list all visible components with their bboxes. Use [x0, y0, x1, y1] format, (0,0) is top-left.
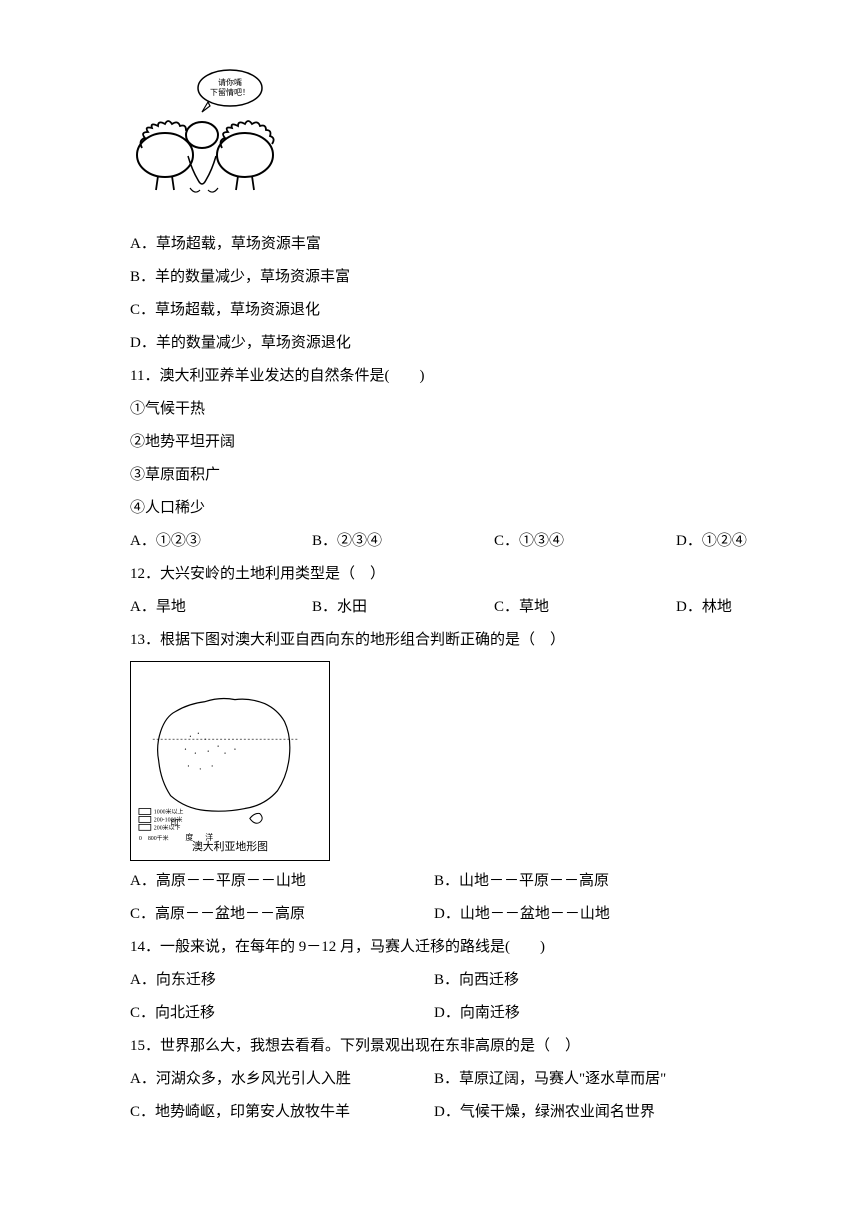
- australia-map-image: 澳大利亚地形图 印 度 洋 1000米以上 200-1000米 200米以下 0…: [130, 661, 330, 861]
- q12-option-d: D．林地: [676, 591, 732, 624]
- svg-text:下留情吧！: 下留情吧！: [210, 87, 250, 97]
- q14-options-row1: A．向东迁移 B．向西迁移: [130, 964, 730, 997]
- q15-option-d: D．气候干燥，绿洲农业闻名世界: [434, 1096, 730, 1129]
- q14-option-c: C．向北迁移: [130, 997, 434, 1030]
- q15-options-row2: C．地势崎岖，印第安人放牧牛羊 D．气候干燥，绿洲农业闻名世界: [130, 1096, 730, 1129]
- cartoon-sheep-image: 请你嘴 下留情吧！: [130, 60, 285, 220]
- q14-option-b: B．向西迁移: [434, 964, 730, 997]
- q10-option-c: C．草场超载，草场资源退化: [130, 294, 730, 327]
- svg-text:1000米以上: 1000米以上: [154, 807, 184, 815]
- q13-option-a: A．高原－－平原－－山地: [130, 865, 434, 898]
- q10-option-b: B．羊的数量减少，草场资源丰富: [130, 261, 730, 294]
- svg-text:澳大利亚地形图: 澳大利亚地形图: [192, 839, 268, 853]
- q11-cond-3: ③草原面积广: [130, 459, 730, 492]
- q14-option-d: D．向南迁移: [434, 997, 730, 1030]
- q11-cond-2: ②地势平坦开阔: [130, 426, 730, 459]
- q13-options-row2: C．高原－－盆地－－高原 D．山地－－盆地－－山地: [130, 898, 730, 931]
- q14-stem: 14．一般来说，在每年的 9－12 月，马赛人迁移的路线是( ): [130, 931, 730, 964]
- svg-text:200米以下: 200米以下: [154, 823, 181, 831]
- q12-option-c: C．草地: [494, 591, 676, 624]
- q14-options-row2: C．向北迁移 D．向南迁移: [130, 997, 730, 1030]
- q11-stem: 11．澳大利亚养羊业发达的自然条件是( ): [130, 360, 730, 393]
- svg-text:200-1000米: 200-1000米: [154, 815, 183, 823]
- q12-option-a: A．旱地: [130, 591, 312, 624]
- q10-option-a: A．草场超载，草场资源丰富: [130, 228, 730, 261]
- svg-text:洋: 洋: [205, 832, 213, 842]
- q11-options: A．①②③ B．②③④ C．①③④ D．①②④: [130, 525, 730, 558]
- q15-stem: 15．世界那么大，我想去看看。下列景观出现在东非高原的是（ ）: [130, 1030, 730, 1063]
- q13-options-row1: A．高原－－平原－－山地 B．山地－－平原－－高原: [130, 865, 730, 898]
- svg-text:请你嘴: 请你嘴: [218, 77, 242, 87]
- q11-option-c: C．①③④: [494, 525, 676, 558]
- q15-option-b: B．草原辽阔，马赛人"逐水草而居": [434, 1063, 730, 1096]
- svg-text:0 800千米: 0 800千米: [139, 834, 169, 842]
- q13-option-d: D．山地－－盆地－－山地: [434, 898, 730, 931]
- q13-option-b: B．山地－－平原－－高原: [434, 865, 730, 898]
- q11-option-a: A．①②③: [130, 525, 312, 558]
- q15-option-a: A．河湖众多，水乡风光引人入胜: [130, 1063, 434, 1096]
- q11-option-d: D．①②④: [676, 525, 747, 558]
- q15-option-c: C．地势崎岖，印第安人放牧牛羊: [130, 1096, 434, 1129]
- q11-cond-1: ①气候干热: [130, 393, 730, 426]
- q12-option-b: B．水田: [312, 591, 494, 624]
- q11-cond-4: ④人口稀少: [130, 492, 730, 525]
- q11-option-b: B．②③④: [312, 525, 494, 558]
- q14-option-a: A．向东迁移: [130, 964, 434, 997]
- q12-options: A．旱地 B．水田 C．草地 D．林地: [130, 591, 730, 624]
- q12-stem: 12．大兴安岭的土地利用类型是（ ）: [130, 558, 730, 591]
- q13-stem: 13．根据下图对澳大利亚自西向东的地形组合判断正确的是（ ）: [130, 624, 730, 657]
- q10-option-d: D．羊的数量减少，草场资源退化: [130, 327, 730, 360]
- svg-text:度: 度: [185, 832, 193, 842]
- q15-options-row1: A．河湖众多，水乡风光引人入胜 B．草原辽阔，马赛人"逐水草而居": [130, 1063, 730, 1096]
- q13-option-c: C．高原－－盆地－－高原: [130, 898, 434, 931]
